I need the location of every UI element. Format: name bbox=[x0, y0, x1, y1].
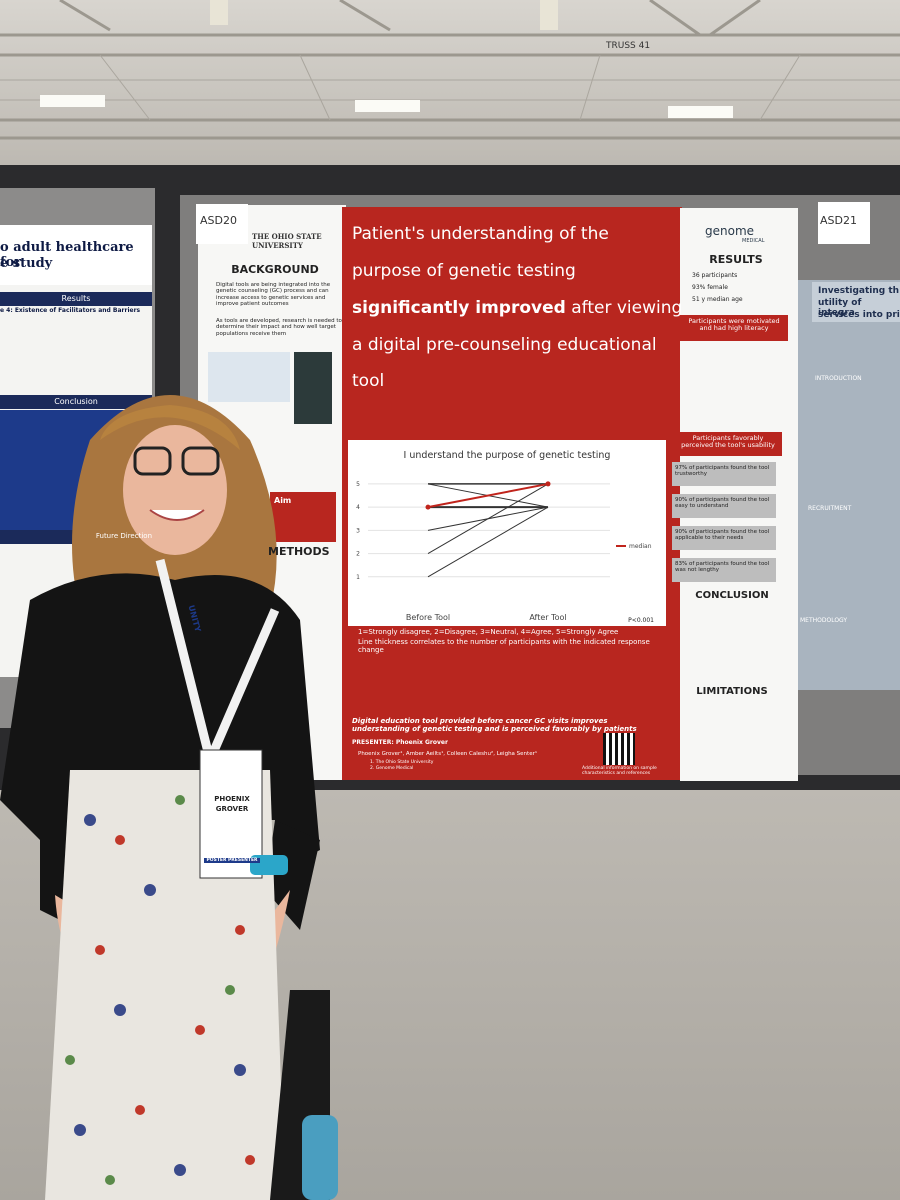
poster-header bbox=[0, 225, 152, 285]
truss-label: TRUSS 41 bbox=[606, 41, 651, 51]
affiliations: 1. The Ohio State University bbox=[370, 760, 434, 765]
person bbox=[0, 395, 338, 1200]
median-point bbox=[545, 481, 551, 487]
y-tick-label: 1 bbox=[356, 574, 360, 581]
brand-bottom: MEDICAL bbox=[742, 238, 765, 244]
presenter: PRESENTER: Phoenix Grover bbox=[352, 739, 448, 746]
chart: I understand the purpose of genetic test… bbox=[356, 450, 654, 624]
text: purpose of genetic testing bbox=[352, 261, 576, 281]
result-box: 83% of participants found the tool was n… bbox=[672, 558, 776, 582]
results: Results bbox=[61, 294, 91, 303]
poster-header bbox=[812, 282, 900, 322]
poster-band bbox=[0, 292, 152, 306]
stats: 51 y median age bbox=[692, 296, 743, 303]
result-box: 90% of participants found the tool easy … bbox=[672, 494, 776, 518]
poster bbox=[790, 280, 900, 690]
theme: e 4: Existence of Facilitators and Barri… bbox=[0, 307, 141, 314]
title-lines: o adult healthcare for bbox=[0, 240, 134, 270]
title-emphasis: significantly improved bbox=[352, 298, 566, 318]
stats: 93% female bbox=[692, 284, 728, 291]
title-lines: services into pri bbox=[818, 310, 900, 320]
qr-code bbox=[603, 733, 635, 765]
ceiling-trusses bbox=[0, 0, 900, 140]
figure-image bbox=[294, 352, 332, 424]
y-tick-label: 5 bbox=[356, 481, 360, 488]
y-tick-label: 2 bbox=[356, 551, 360, 558]
poster-band bbox=[0, 395, 152, 409]
methods-heading: METHODS bbox=[268, 545, 330, 558]
conclusion-heading: CONCLUSION bbox=[695, 590, 769, 601]
future: Future Direction bbox=[95, 532, 152, 540]
scale-note: 1=Strongly disagree, 2=Disagree, 3=Neutr… bbox=[358, 628, 619, 636]
tag: ASD20 bbox=[200, 214, 237, 227]
tag: ASD21 bbox=[820, 214, 857, 227]
title-lines: e study bbox=[0, 256, 53, 271]
text: Patient's understanding of the bbox=[352, 224, 609, 244]
recruitment: RECRUITMENT bbox=[808, 505, 852, 512]
title-lines: Investigating th bbox=[818, 286, 900, 296]
p-value: P<0.001 bbox=[628, 617, 654, 624]
figure-image bbox=[208, 352, 290, 402]
background-bullets: Digital tools are being integrated into … bbox=[216, 282, 331, 307]
title-line: significantly improved after viewing bbox=[352, 298, 683, 319]
title-rest: after viewing bbox=[565, 298, 683, 318]
tag bbox=[196, 204, 248, 244]
affiliations: 2. Genome Medical bbox=[370, 766, 414, 771]
response-line bbox=[427, 506, 549, 531]
text: tool bbox=[352, 371, 385, 391]
x-tick-label: Before Tool bbox=[406, 613, 450, 622]
title-lines: utility of integra bbox=[818, 298, 862, 319]
role: POSTER PRESENTER bbox=[204, 858, 260, 864]
brand-top: genome bbox=[705, 224, 755, 238]
background-bullets: As tools are developed, research is need… bbox=[216, 318, 342, 337]
university: THE OHIO STATE UNIVERSITY bbox=[252, 232, 322, 250]
legend-label: median bbox=[629, 543, 652, 550]
thickness-note: Line thickness correlates to the number … bbox=[358, 638, 650, 655]
conclusion: Conclusion bbox=[54, 397, 98, 406]
introduction: INTRODUCTION bbox=[815, 375, 862, 382]
first-name: PHOENIX bbox=[214, 795, 250, 803]
banner bbox=[674, 432, 782, 456]
median-line bbox=[427, 482, 549, 509]
result-box: 90% of participants found the tool appli… bbox=[672, 526, 776, 550]
aim-heading: Aim bbox=[274, 496, 292, 505]
results-heading: RESULTS bbox=[709, 253, 763, 266]
background-heading: BACKGROUND bbox=[231, 263, 319, 276]
banner bbox=[680, 315, 788, 341]
text: a digital pre-counseling educational bbox=[352, 335, 657, 355]
limitations-heading: LIMITATIONS bbox=[696, 686, 768, 697]
banner-1: Participants were motivated and had high… bbox=[688, 317, 780, 333]
methodology: METHODOLOGY bbox=[800, 617, 848, 624]
last-name: GROVER bbox=[215, 805, 249, 813]
y-tick-label: 3 bbox=[356, 527, 360, 534]
result-box: 97% of participants found the tool trust… bbox=[672, 462, 776, 486]
tag bbox=[818, 202, 870, 244]
banner-2: Participants favorably perceived the too… bbox=[681, 434, 775, 450]
y-tick-label: 4 bbox=[356, 504, 360, 511]
qr-note: Additional information on sample charact… bbox=[582, 766, 657, 777]
chart-box bbox=[348, 440, 666, 626]
authors: Phoenix Grover¹, Amber Aeilts¹, Colleen … bbox=[358, 751, 538, 757]
x-tick-label: After Tool bbox=[529, 613, 566, 622]
stats: 36 participants bbox=[692, 272, 738, 279]
aim-box bbox=[270, 492, 336, 542]
median-point bbox=[425, 504, 431, 510]
chart-title: I understand the purpose of genetic test… bbox=[404, 450, 611, 461]
conclusion: Digital education tool provided before c… bbox=[352, 717, 637, 734]
response-line bbox=[427, 506, 549, 578]
